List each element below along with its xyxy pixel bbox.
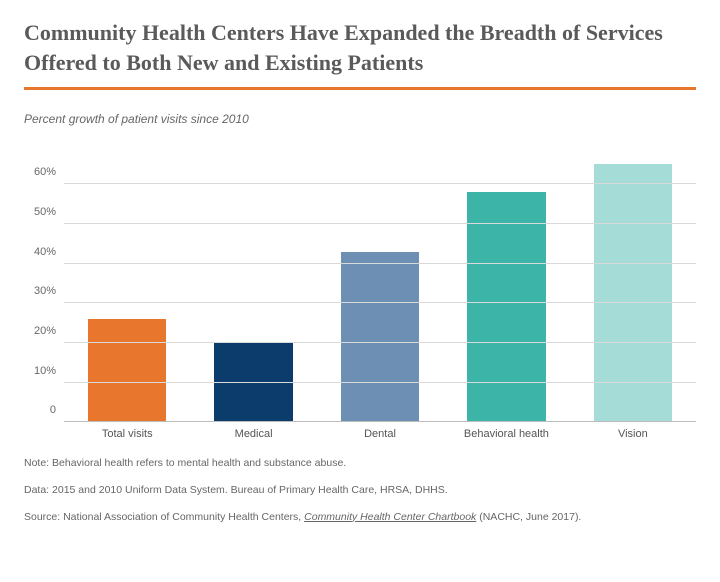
y-tick-label: 0 (50, 404, 64, 416)
x-tick-label: Total visits (64, 422, 190, 444)
y-tick-label: 50% (34, 206, 64, 218)
x-axis-labels: Total visitsMedicalDentalBehavioral heal… (64, 422, 696, 444)
gridline (64, 302, 696, 303)
chart-title: Community Health Centers Have Expanded t… (24, 18, 696, 77)
bar-slot (570, 144, 696, 422)
x-tick-label: Dental (317, 422, 443, 444)
gridline (64, 183, 696, 184)
gridline (64, 382, 696, 383)
bar (467, 192, 545, 422)
gridline (64, 223, 696, 224)
source-link: Community Health Center Chartbook (304, 511, 476, 523)
chart-subtitle: Percent growth of patient visits since 2… (24, 112, 696, 126)
plot-area: 010%20%30%40%50%60% (64, 144, 696, 422)
bar (88, 319, 166, 422)
bars-container (64, 144, 696, 422)
footnotes: Note: Behavioral health refers to mental… (24, 456, 696, 524)
bar-slot (64, 144, 190, 422)
data-text: Data: 2015 and 2010 Uniform Data System.… (24, 483, 696, 498)
bar-slot (443, 144, 569, 422)
bar-chart: 010%20%30%40%50%60% Total visitsMedicalD… (24, 144, 696, 444)
y-tick-label: 40% (34, 246, 64, 258)
bar (594, 164, 672, 422)
gridline (64, 263, 696, 264)
y-tick-label: 30% (34, 285, 64, 297)
y-tick-label: 20% (34, 325, 64, 337)
source-text: Source: National Association of Communit… (24, 510, 696, 525)
bar-slot (317, 144, 443, 422)
bar (341, 252, 419, 423)
source-prefix: Source: National Association of Communit… (24, 511, 304, 523)
y-tick-label: 60% (34, 166, 64, 178)
bar-slot (190, 144, 316, 422)
x-tick-label: Medical (190, 422, 316, 444)
x-tick-label: Vision (570, 422, 696, 444)
source-suffix: (NACHC, June 2017). (476, 511, 581, 523)
x-tick-label: Behavioral health (443, 422, 569, 444)
title-rule (24, 87, 696, 90)
gridline (64, 342, 696, 343)
y-tick-label: 10% (34, 365, 64, 377)
note-text: Note: Behavioral health refers to mental… (24, 456, 696, 471)
